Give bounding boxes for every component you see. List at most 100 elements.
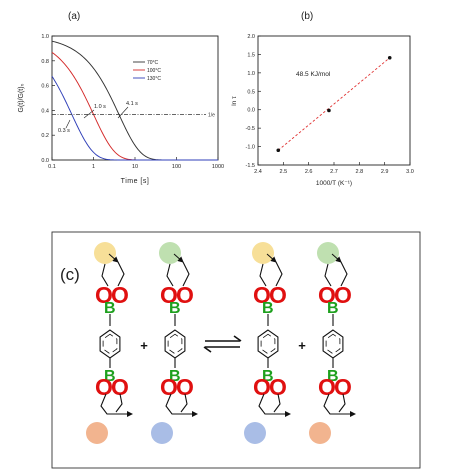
chart-b-y-tick-label: 0.5: [247, 89, 255, 95]
oxygen-atom: O: [176, 282, 194, 308]
panel-b-label: (b): [301, 11, 313, 22]
oxygen-atom: O: [111, 374, 129, 400]
backbone-bottom: [258, 393, 281, 415]
legend-label-130: 130°C: [147, 76, 161, 82]
annotation-1-0s-pointer: [83, 109, 95, 119]
equilibrium-arrow-backward-head: [203, 346, 212, 353]
chart-b-y-tick-label: -0.5: [246, 126, 255, 132]
oxygen-atom: O: [176, 374, 194, 400]
activation-energy-label: 48.5 KJ/mol: [296, 71, 331, 78]
annotation-4-1s-pointer: [117, 106, 129, 119]
chart-b-x-tick-label: 2.4: [254, 169, 262, 175]
substituent-circle-bottom: [309, 422, 331, 444]
backbone-bottom: [165, 393, 188, 415]
oxygen-atom: O: [318, 282, 336, 308]
chart-b-y-tick-label: 2.0: [247, 34, 255, 40]
chart-b-x-tick-label: 2.9: [381, 169, 389, 175]
boron-atom: B: [327, 368, 339, 385]
wedge-arrow-top: [266, 253, 277, 263]
substituent-circle-bottom: [244, 422, 266, 444]
chart-b-y-tick-label: 1.5: [247, 52, 255, 58]
chart-b-x-tick-label: 2.6: [305, 169, 313, 175]
oxygen-atom: O: [269, 282, 287, 308]
boron-atom: B: [104, 368, 116, 385]
chart-b-x-tick-label: 2.5: [280, 169, 288, 175]
chart-b-axes: 2.4 2.5 2.6 2.7 2.8 2.9 3.0 -1.5 -1.0 -0.5 0.0 0.5 1…: [246, 34, 414, 175]
chart-a-y-tick-label: 0.4: [41, 108, 49, 114]
legend-label-70: 70°C: [147, 60, 159, 66]
wedge-arrow-top: [108, 253, 119, 263]
oxygen-atom: O: [253, 282, 271, 308]
substituent-circle-top: [159, 242, 181, 264]
chart-b-y-tick-label: 1.0: [247, 71, 255, 77]
scheme-frame: [51, 231, 421, 469]
chart-b-points: [276, 55, 392, 153]
oxygen-atom: O: [95, 282, 113, 308]
substituent-circle-top: [317, 242, 339, 264]
backbone-top: [166, 261, 190, 287]
backbone-top: [324, 261, 348, 287]
oxygen-atom: O: [334, 374, 352, 400]
backbone-bottom: [323, 393, 346, 415]
annotation-4-1s: 4.1 s: [126, 101, 138, 107]
chart-a-x-tick-label: 0.1: [48, 164, 56, 170]
boron-atom: B: [262, 300, 274, 317]
data-point-0: [276, 148, 281, 153]
chart-a-y-tick-label: 1.0: [41, 34, 49, 40]
benzene-ring-inner: [167, 333, 183, 355]
chart-b-y-tick-label: 0.0: [247, 108, 255, 114]
chart-a-axes: 0.1 1 10 100 1000 0.0 0.2 0.4 0.6 0.8 1.0: [41, 34, 224, 170]
backbone-top: [259, 261, 283, 287]
oxygen-atom: O: [318, 374, 336, 400]
chart-b-x-tick-label: 2.7: [330, 169, 338, 175]
series-line-2: [51, 76, 218, 161]
chart-b-xlabel: 1000/T (K⁻¹): [316, 180, 352, 187]
chart-b: (b) 2.4 2.5 2.6 2.7 2.8 2.9 3.0 -1.5 -1.0 -0.5 0.0…: [231, 11, 414, 187]
substituent-circle-top: [94, 242, 116, 264]
boron-atom: B: [327, 300, 339, 317]
data-point-2: [387, 55, 392, 60]
backbone-bottom: [100, 393, 123, 415]
chart-a-series: [51, 40, 218, 161]
benzene-ring-inner: [325, 333, 341, 355]
plus-sign-right: +: [298, 338, 306, 353]
wedge-arrow-top: [173, 253, 184, 263]
oxygen-atom: O: [95, 374, 113, 400]
panel-a-label: (a): [68, 11, 80, 22]
chart-b-y-tick-label: -1.0: [246, 145, 255, 151]
chart-a-y-tick-label: 0.6: [41, 84, 49, 90]
plus-sign-left: +: [140, 338, 148, 353]
annotation-0-3s: 0.3 s: [58, 128, 70, 134]
boron-atom: B: [169, 368, 181, 385]
oxygen-atom: O: [253, 374, 271, 400]
chart-a-x-tick-label: 10: [132, 164, 138, 170]
benzene-ring-inner: [260, 333, 276, 355]
chart-b-x-tick-label: 2.8: [356, 169, 364, 175]
benzene-ring-inner: [102, 333, 118, 355]
panel-c-label: (c): [60, 265, 80, 284]
chart-a-xlabel: Time [s]: [121, 178, 150, 185]
chart-a-x-tick-label: 100: [172, 164, 181, 170]
wedge-arrow-top: [331, 253, 342, 263]
equilibrium-arrow: [203, 335, 242, 353]
chart-a-ylabel: G(t)/G(t)₀: [18, 83, 25, 112]
chart-b-x-tick-label: 3.0: [406, 169, 414, 175]
legend-label-100: 100°C: [147, 68, 161, 74]
oxygen-atom: O: [334, 282, 352, 308]
annotation-0-3s-pointer: [65, 119, 71, 129]
boron-atom: B: [262, 368, 274, 385]
oxygen-atom: O: [160, 282, 178, 308]
chart-a-frame: [51, 35, 219, 161]
boron-atom: B: [104, 300, 116, 317]
annotation-1-0s: 1.0 s: [94, 104, 106, 110]
data-point-1: [327, 108, 331, 113]
substituent-circle-bottom: [151, 422, 173, 444]
backbone-top: [101, 261, 125, 287]
reference-line-label: 1/e: [208, 112, 215, 118]
